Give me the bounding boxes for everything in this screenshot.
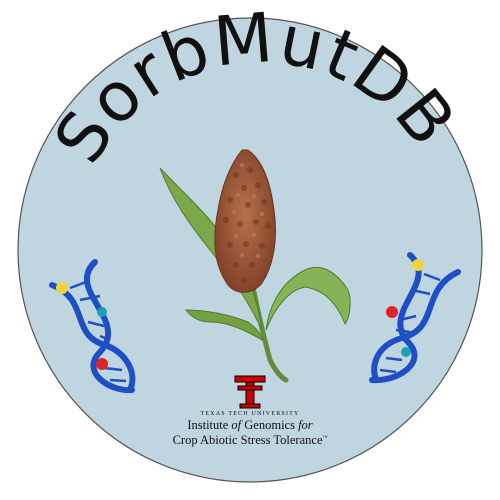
institution-block: TEXAS TECH UNIVERSITY Institute of Genom… (140, 410, 360, 447)
texas-tech-double-t-logo (234, 375, 266, 409)
dna-helix-icon (369, 252, 461, 384)
dna-helix-icon (49, 259, 136, 394)
university-name: TEXAS TECH UNIVERSITY (200, 411, 300, 417)
sorghum-plant-icon (159, 149, 351, 383)
institute-line-2: Crop Abiotic Stress Tolerance™ (172, 433, 328, 448)
institute-line-1: Institute of Genomics for (187, 418, 313, 432)
